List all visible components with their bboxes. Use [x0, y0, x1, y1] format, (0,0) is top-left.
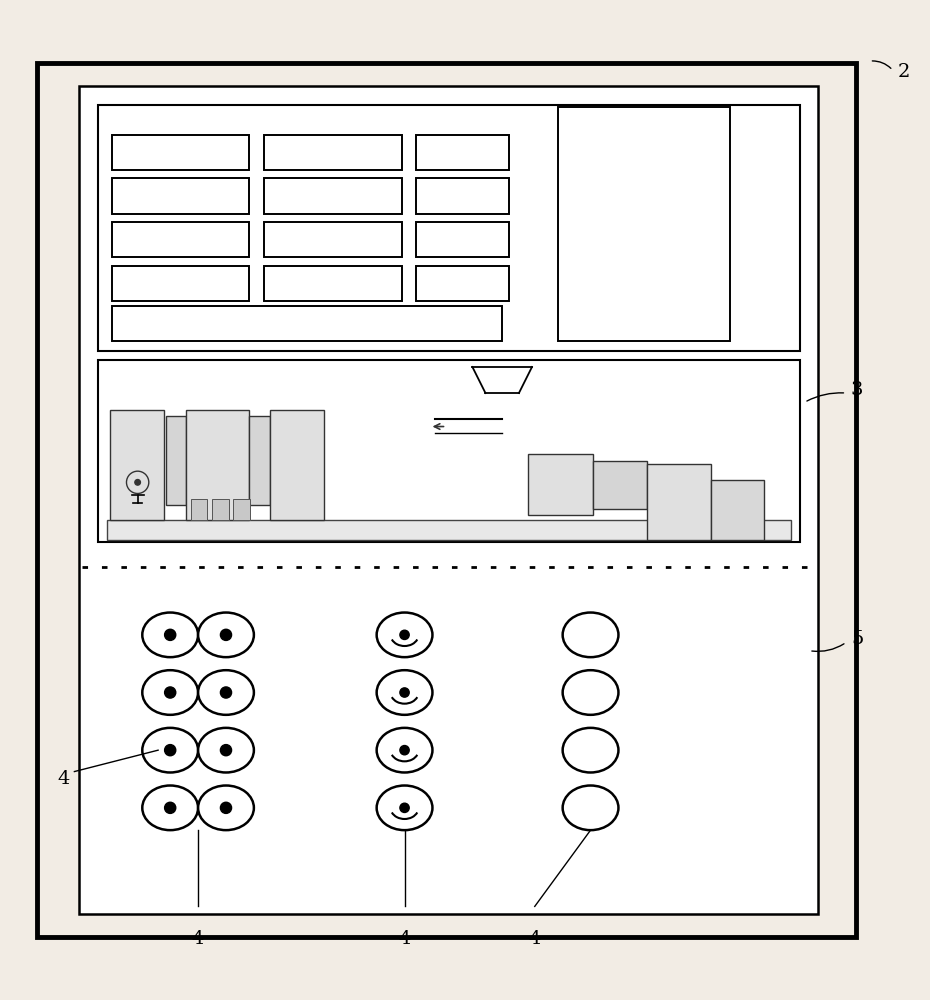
Circle shape — [165, 687, 176, 698]
Circle shape — [400, 688, 409, 697]
Bar — [107, 520, 790, 540]
Text: 5: 5 — [851, 631, 863, 648]
Bar — [249, 416, 270, 505]
Bar — [270, 410, 324, 520]
Ellipse shape — [198, 613, 254, 657]
Ellipse shape — [198, 728, 254, 772]
Bar — [112, 135, 249, 170]
Bar — [98, 360, 800, 542]
Bar — [264, 222, 402, 257]
Bar — [711, 480, 764, 540]
Circle shape — [165, 629, 176, 640]
Bar — [416, 266, 509, 301]
Bar — [112, 222, 249, 257]
Text: 4: 4 — [192, 930, 205, 948]
Ellipse shape — [377, 613, 432, 657]
Text: 4: 4 — [528, 930, 541, 948]
Circle shape — [220, 802, 232, 813]
Bar — [528, 454, 593, 515]
Ellipse shape — [563, 786, 618, 830]
Ellipse shape — [142, 670, 198, 715]
Ellipse shape — [198, 786, 254, 830]
Circle shape — [400, 630, 409, 640]
Text: 3: 3 — [851, 381, 863, 399]
Ellipse shape — [563, 728, 618, 772]
Text: 2: 2 — [897, 63, 910, 81]
Bar — [593, 461, 647, 509]
Circle shape — [165, 745, 176, 756]
Circle shape — [135, 480, 140, 485]
Ellipse shape — [377, 786, 432, 830]
Bar — [264, 135, 402, 170]
Bar — [112, 178, 249, 214]
Bar — [416, 178, 509, 214]
Text: 4: 4 — [58, 770, 70, 788]
Ellipse shape — [377, 670, 432, 715]
Ellipse shape — [563, 670, 618, 715]
Circle shape — [220, 687, 232, 698]
Bar — [558, 107, 730, 341]
Bar — [79, 86, 818, 914]
Circle shape — [165, 802, 176, 813]
Bar — [264, 178, 402, 214]
Text: 4: 4 — [398, 930, 411, 948]
Bar — [264, 266, 402, 301]
Ellipse shape — [198, 670, 254, 715]
Bar — [416, 135, 509, 170]
Bar — [112, 306, 502, 341]
Bar — [186, 410, 249, 520]
Circle shape — [220, 745, 232, 756]
Bar — [212, 499, 229, 520]
Bar — [98, 105, 800, 351]
Ellipse shape — [142, 613, 198, 657]
Ellipse shape — [377, 728, 432, 772]
Bar — [37, 63, 856, 937]
Ellipse shape — [563, 613, 618, 657]
Bar — [110, 410, 164, 520]
Ellipse shape — [142, 728, 198, 772]
Bar — [647, 464, 711, 540]
Circle shape — [400, 803, 409, 812]
Bar — [233, 499, 250, 520]
Bar — [166, 416, 186, 505]
Circle shape — [220, 629, 232, 640]
Bar — [191, 499, 207, 520]
Ellipse shape — [142, 786, 198, 830]
Bar — [416, 222, 509, 257]
Bar — [112, 266, 249, 301]
Circle shape — [400, 746, 409, 755]
